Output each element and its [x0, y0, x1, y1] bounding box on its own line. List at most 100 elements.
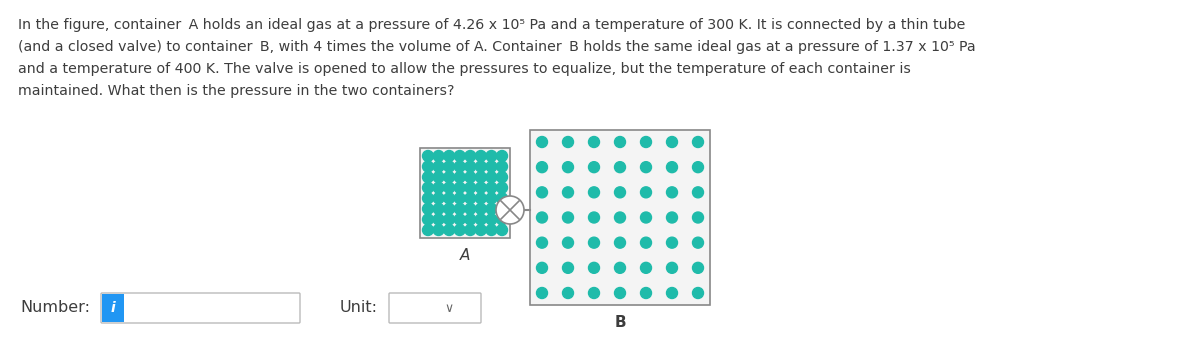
- Circle shape: [536, 288, 547, 298]
- Circle shape: [444, 225, 455, 235]
- Circle shape: [422, 225, 433, 235]
- Circle shape: [475, 193, 486, 204]
- Circle shape: [422, 214, 433, 225]
- Circle shape: [486, 193, 497, 204]
- Circle shape: [486, 172, 497, 183]
- Circle shape: [464, 225, 475, 235]
- Circle shape: [588, 136, 600, 148]
- Circle shape: [475, 182, 486, 193]
- Circle shape: [433, 203, 444, 214]
- Circle shape: [444, 161, 455, 172]
- Circle shape: [588, 288, 600, 298]
- Circle shape: [455, 161, 466, 172]
- Bar: [102, 294, 124, 322]
- Circle shape: [563, 237, 574, 248]
- Circle shape: [497, 214, 508, 225]
- Circle shape: [455, 193, 466, 204]
- Circle shape: [496, 196, 524, 224]
- Circle shape: [614, 262, 625, 273]
- Circle shape: [444, 182, 455, 193]
- Circle shape: [536, 162, 547, 173]
- Circle shape: [588, 162, 600, 173]
- Text: A: A: [460, 248, 470, 263]
- Circle shape: [475, 150, 486, 162]
- Circle shape: [614, 187, 625, 198]
- Circle shape: [455, 150, 466, 162]
- Circle shape: [614, 288, 625, 298]
- Circle shape: [588, 212, 600, 223]
- Text: B: B: [614, 315, 626, 330]
- Circle shape: [422, 193, 433, 204]
- Circle shape: [497, 203, 508, 214]
- Circle shape: [614, 212, 625, 223]
- Text: and a temperature of 400 K. The valve is opened to allow the pressures to equali: and a temperature of 400 K. The valve is…: [18, 62, 911, 76]
- Circle shape: [497, 172, 508, 183]
- Circle shape: [666, 162, 678, 173]
- Circle shape: [475, 172, 486, 183]
- Circle shape: [475, 161, 486, 172]
- Circle shape: [475, 225, 486, 235]
- Circle shape: [455, 214, 466, 225]
- Circle shape: [497, 193, 508, 204]
- Circle shape: [536, 262, 547, 273]
- Circle shape: [497, 161, 508, 172]
- Circle shape: [433, 182, 444, 193]
- Circle shape: [666, 262, 678, 273]
- Circle shape: [464, 182, 475, 193]
- Circle shape: [444, 203, 455, 214]
- Circle shape: [641, 136, 652, 148]
- Circle shape: [563, 136, 574, 148]
- Text: (and a closed valve) to container  B, with 4 times the volume of A. Container  B: (and a closed valve) to container B, wit…: [18, 40, 976, 54]
- Circle shape: [497, 225, 508, 235]
- Circle shape: [486, 225, 497, 235]
- Circle shape: [433, 225, 444, 235]
- Circle shape: [486, 161, 497, 172]
- Circle shape: [692, 288, 703, 298]
- Circle shape: [455, 172, 466, 183]
- Circle shape: [692, 237, 703, 248]
- Text: maintained. What then is the pressure in the two containers?: maintained. What then is the pressure in…: [18, 84, 455, 98]
- Circle shape: [588, 262, 600, 273]
- Circle shape: [444, 193, 455, 204]
- Circle shape: [666, 288, 678, 298]
- Circle shape: [692, 262, 703, 273]
- Circle shape: [641, 288, 652, 298]
- Circle shape: [475, 214, 486, 225]
- Text: Unit:: Unit:: [340, 301, 378, 315]
- Circle shape: [641, 162, 652, 173]
- Circle shape: [497, 182, 508, 193]
- Circle shape: [666, 237, 678, 248]
- Circle shape: [486, 150, 497, 162]
- Bar: [420, 148, 510, 238]
- Circle shape: [433, 193, 444, 204]
- Bar: [530, 130, 710, 305]
- Circle shape: [422, 161, 433, 172]
- Circle shape: [464, 150, 475, 162]
- Circle shape: [641, 237, 652, 248]
- Circle shape: [536, 237, 547, 248]
- Text: Number:: Number:: [20, 301, 90, 315]
- Circle shape: [444, 172, 455, 183]
- Circle shape: [433, 150, 444, 162]
- Circle shape: [563, 288, 574, 298]
- Circle shape: [444, 214, 455, 225]
- Circle shape: [536, 136, 547, 148]
- Circle shape: [692, 187, 703, 198]
- Circle shape: [536, 212, 547, 223]
- Circle shape: [641, 212, 652, 223]
- Circle shape: [433, 161, 444, 172]
- Circle shape: [563, 212, 574, 223]
- FancyBboxPatch shape: [389, 293, 481, 323]
- Circle shape: [422, 150, 433, 162]
- Circle shape: [692, 136, 703, 148]
- Circle shape: [641, 262, 652, 273]
- Circle shape: [486, 214, 497, 225]
- Circle shape: [464, 172, 475, 183]
- Circle shape: [692, 212, 703, 223]
- Circle shape: [666, 187, 678, 198]
- Circle shape: [464, 214, 475, 225]
- Circle shape: [464, 193, 475, 204]
- Circle shape: [692, 162, 703, 173]
- Circle shape: [486, 203, 497, 214]
- Circle shape: [588, 187, 600, 198]
